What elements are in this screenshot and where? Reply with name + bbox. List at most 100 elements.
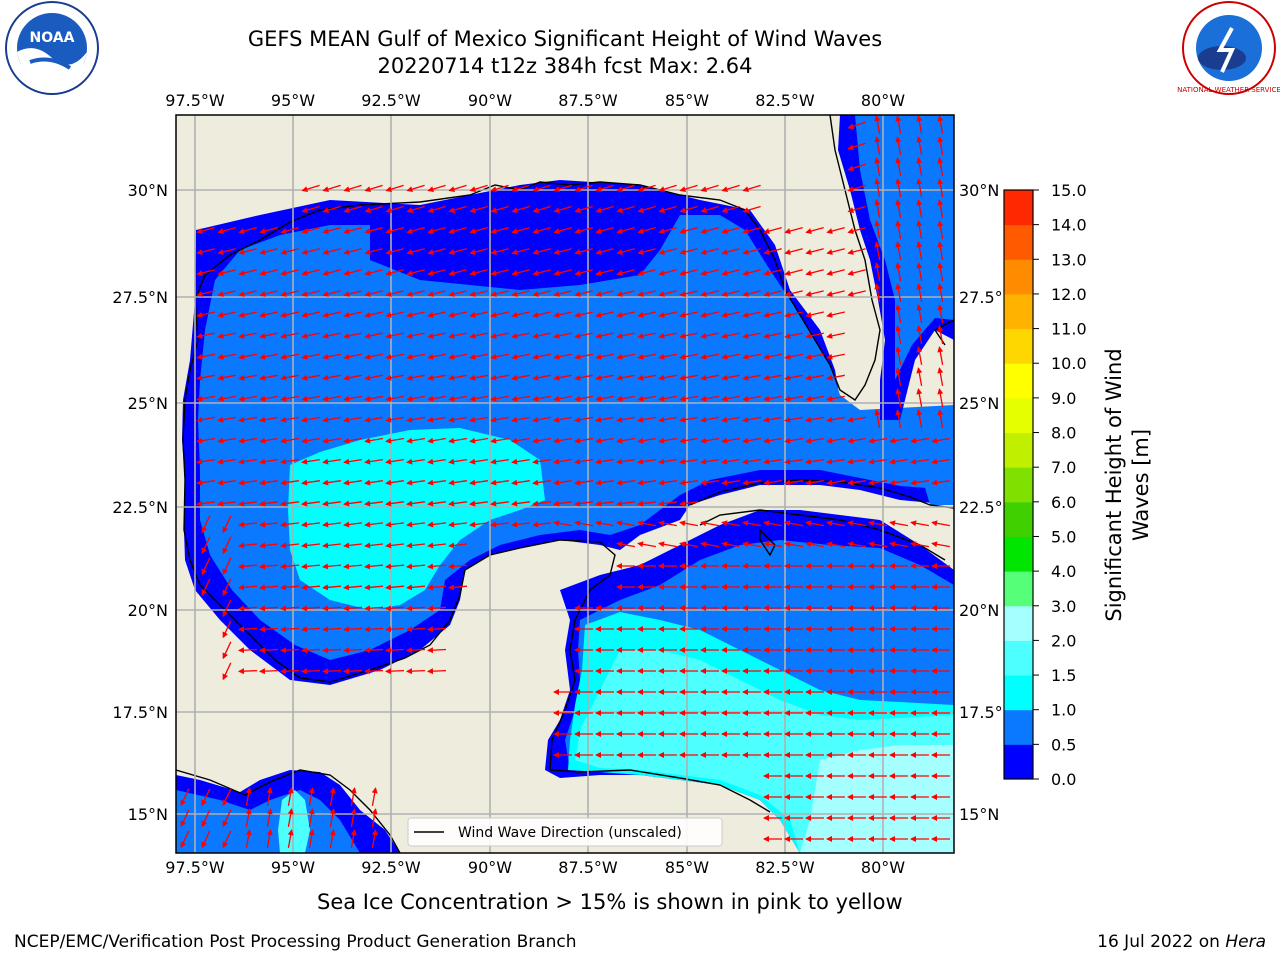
wave-direction-arrow <box>895 304 902 324</box>
wave-direction-arrow <box>679 205 698 213</box>
colorbar-tick-label: 6.0 <box>1051 493 1076 512</box>
nws-logo: NATIONAL WEATHER SERVICE <box>1177 1 1280 95</box>
wave-direction-arrow <box>916 136 923 156</box>
wave-direction-arrow <box>742 458 762 465</box>
wave-direction-arrow <box>553 332 572 339</box>
wave-direction-arrow <box>322 605 342 612</box>
wave-direction-arrow <box>196 269 215 276</box>
colorbar-segment <box>1004 363 1033 399</box>
wave-direction-arrow <box>238 584 258 591</box>
wave-direction-arrow <box>532 332 551 339</box>
wave-direction-arrow <box>280 542 299 549</box>
wave-direction-arrow <box>553 311 572 318</box>
wave-direction-arrow <box>658 541 678 548</box>
wave-direction-arrow <box>511 226 530 234</box>
wave-direction-arrow <box>217 332 236 339</box>
wave-direction-arrow <box>847 479 866 486</box>
colorbar-tick-label: 14.0 <box>1051 216 1087 235</box>
nws-logo-text: NATIONAL WEATHER SERVICE <box>1177 86 1280 94</box>
wave-direction-arrow <box>910 520 930 527</box>
wave-direction-arrow <box>238 647 258 654</box>
ice-note: Sea Ice Concentration > 15% is shown in … <box>317 890 903 914</box>
wave-direction-arrow <box>595 226 614 234</box>
wave-direction-arrow <box>280 458 300 465</box>
wave-direction-arrow <box>847 541 867 548</box>
wave-direction-arrow <box>847 458 867 465</box>
wave-direction-arrow <box>574 395 593 402</box>
wave-direction-arrow <box>658 290 677 297</box>
wave-direction-arrow <box>637 374 656 381</box>
lat-label: 30°N <box>128 181 168 200</box>
wave-direction-arrow <box>448 248 467 255</box>
wave-direction-arrow <box>385 605 405 612</box>
wave-direction-arrow <box>937 136 944 156</box>
wave-direction-arrow <box>616 437 636 444</box>
wave-direction-arrow <box>679 437 699 444</box>
wave-direction-arrow <box>385 500 404 507</box>
wave-direction-arrow <box>427 395 446 402</box>
wave-direction-arrow <box>679 226 698 234</box>
wave-direction-arrow <box>895 136 902 156</box>
wave-direction-arrow <box>658 353 677 360</box>
wave-direction-arrow <box>895 388 902 408</box>
wave-direction-arrow <box>679 332 698 339</box>
legend-label: Wind Wave Direction (unscaled) <box>458 825 682 841</box>
wave-direction-arrow <box>784 353 803 360</box>
wave-direction-arrow <box>364 605 384 612</box>
lon-label: 92.5°W <box>361 858 421 877</box>
lon-label: 82.5°W <box>755 91 815 110</box>
wave-direction-arrow <box>595 290 614 297</box>
wave-direction-arrow <box>490 416 510 423</box>
wave-direction-arrow <box>406 458 426 465</box>
wave-direction-arrow <box>595 437 615 444</box>
wave-direction-arrow <box>889 541 909 548</box>
wave-direction-arrow <box>616 395 635 402</box>
lat-label: 15°N <box>959 805 999 824</box>
wave-direction-arrow <box>574 479 593 486</box>
wave-direction-arrow <box>616 541 636 548</box>
wave-direction-arrow <box>364 500 383 507</box>
wave-direction-arrow <box>826 353 845 360</box>
wave-direction-arrow <box>259 374 278 381</box>
wave-direction-arrow <box>574 311 593 318</box>
wave-direction-arrow <box>238 458 258 465</box>
wave-direction-arrow <box>238 248 257 255</box>
wave-direction-arrow <box>637 395 656 402</box>
wave-direction-arrow <box>196 458 216 465</box>
wave-direction-arrow <box>427 605 447 612</box>
wave-direction-arrow <box>763 374 782 381</box>
wave-direction-arrow <box>553 205 572 213</box>
wave-direction-arrow <box>511 332 530 339</box>
wave-direction-arrow <box>406 668 426 675</box>
wave-direction-arrow <box>469 416 489 423</box>
wave-direction-arrow <box>301 248 320 255</box>
wave-direction-arrow <box>245 829 252 849</box>
wave-direction-arrow <box>385 290 404 297</box>
wave-direction-arrow <box>259 584 279 591</box>
wave-direction-arrow <box>574 500 593 507</box>
wave-direction-arrow <box>532 226 551 234</box>
wave-direction-arrow <box>679 248 698 255</box>
wave-direction-arrow <box>266 808 273 828</box>
wave-direction-arrow <box>222 788 232 807</box>
wave-direction-arrow <box>826 332 845 339</box>
wave-direction-arrow <box>259 395 278 402</box>
wave-direction-arrow <box>532 353 551 360</box>
wave-direction-arrow <box>931 541 951 548</box>
noaa-logo-text: NOAA <box>30 30 75 46</box>
lat-label: 22.5°N <box>959 498 1015 517</box>
wave-direction-arrow <box>371 829 378 849</box>
wave-direction-arrow <box>427 563 447 570</box>
wave-direction-arrow <box>826 311 845 318</box>
wave-direction-arrow <box>916 283 923 303</box>
wave-direction-arrow <box>637 290 656 297</box>
wave-direction-arrow <box>343 184 362 193</box>
wave-direction-arrow <box>700 226 719 234</box>
wave-direction-arrow <box>595 520 615 527</box>
wave-direction-arrow <box>490 374 509 381</box>
wave-direction-arrow <box>287 787 294 807</box>
wave-direction-arrow <box>287 829 294 849</box>
wave-direction-arrow <box>916 115 923 135</box>
wave-direction-arrow <box>364 353 383 360</box>
wave-direction-arrow <box>343 332 362 339</box>
